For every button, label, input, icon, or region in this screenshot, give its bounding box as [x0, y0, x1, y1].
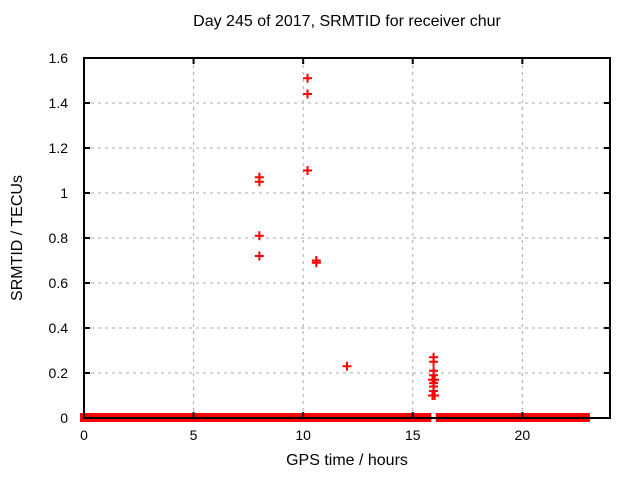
chart-title: Day 245 of 2017, SRMTID for receiver chu…: [193, 13, 501, 30]
x-axis-label: GPS time / hours: [286, 452, 408, 469]
y-tick-label: 1.2: [49, 140, 69, 156]
x-tick-label: 10: [295, 427, 311, 443]
y-tick-label: 0.4: [49, 320, 69, 336]
x-tick-label: 0: [80, 427, 88, 443]
y-tick-label: 1.6: [49, 50, 69, 66]
x-tick-label: 5: [190, 427, 198, 443]
y-axis-label: SRMTID / TECUs: [9, 175, 26, 301]
y-tick-label: 0: [60, 410, 68, 426]
y-tick-label: 0.2: [49, 365, 69, 381]
x-tick-label: 15: [405, 427, 421, 443]
y-tick-label: 0.6: [49, 275, 69, 291]
y-tick-label: 1.4: [49, 95, 69, 111]
x-tick-label: 20: [515, 427, 531, 443]
y-tick-label: 0.8: [49, 230, 69, 246]
y-tick-label: 1: [60, 185, 68, 201]
